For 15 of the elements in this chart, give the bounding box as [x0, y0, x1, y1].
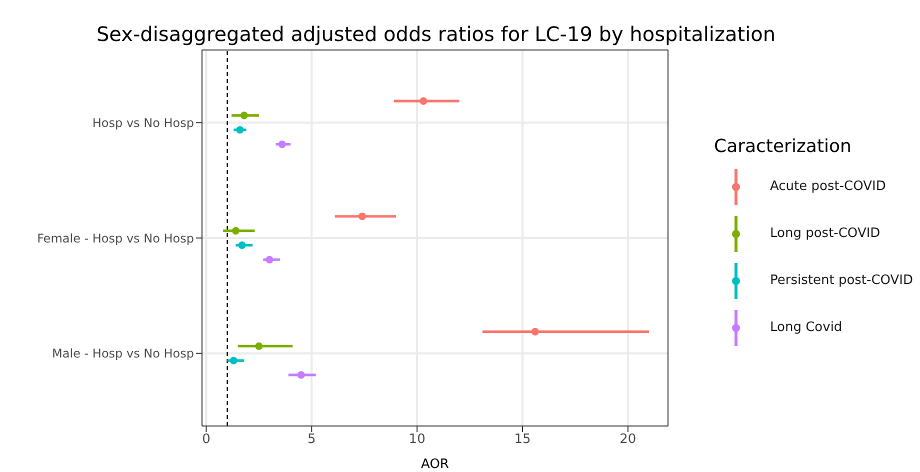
y-tick-label: Hosp vs No Hosp — [92, 116, 194, 130]
x-tick-label: 5 — [308, 432, 316, 448]
y-tick-label: Male - Hosp vs No Hosp — [52, 346, 194, 361]
x-tick-label: 15 — [514, 432, 531, 448]
legend-label: Persistent post-COVID — [770, 273, 914, 288]
x-tick-label: 0 — [202, 432, 210, 448]
legend-label: Acute post-COVID — [770, 179, 886, 194]
x-tick-label: 10 — [408, 432, 426, 448]
x-tick-label: 20 — [620, 432, 636, 448]
legend-label: Long post-COVID — [770, 226, 880, 241]
y-tick-label: Female - Hosp vs No Hosp — [37, 231, 194, 246]
legend-title: Caracterization — [714, 136, 852, 157]
chart-title: Sex-disaggregated adjusted odds ratios for LC-19 by hospitalization — [95, 22, 777, 46]
legend-label: Long Covid — [770, 320, 842, 335]
x-axis-title: AOR — [421, 457, 449, 472]
